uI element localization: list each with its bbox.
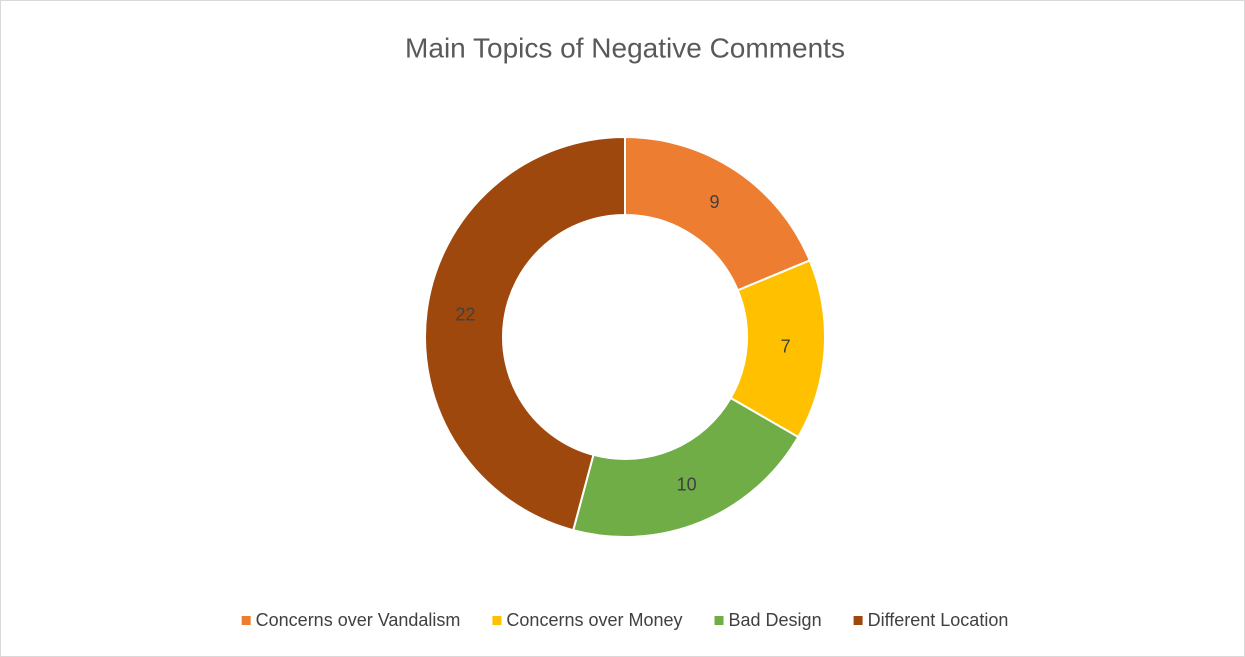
data-label: 10 [677,474,697,494]
slice [572,396,800,538]
legend-marker [853,616,863,625]
slice [424,135,626,532]
legend-label: Bad Design [729,610,822,630]
legend-label: Concerns over Vandalism [256,610,461,630]
data-label: 9 [709,192,719,212]
legend-label: Different Location [868,610,1009,630]
data-label: 7 [781,336,791,356]
legend-marker [492,616,502,625]
legend-label: Concerns over Money [506,610,682,630]
legend-marker [714,616,724,625]
chart-title: Main Topics of Negative Comments [405,32,845,63]
legend-marker [241,616,251,625]
data-label: 22 [455,305,475,325]
